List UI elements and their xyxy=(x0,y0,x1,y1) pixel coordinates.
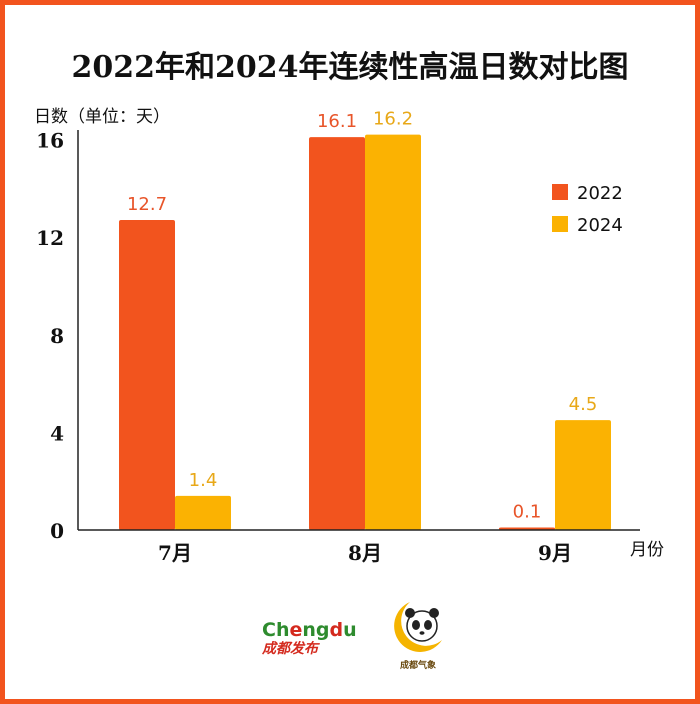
data-label-2024-1: 16.2 xyxy=(373,109,413,130)
chengdu-qixiang-text: 成都气象 xyxy=(399,661,436,671)
x-tick-label: 7月 xyxy=(158,541,192,565)
data-label-2022-2: 0.1 xyxy=(513,502,542,523)
bar-chart: 日数（单位：天） 月份 0 4 8 12 16 12.7 1.4 16.1 16.2 0.1 4.… xyxy=(34,107,664,565)
x-tick-label: 9月 xyxy=(538,541,572,565)
data-label-2022-1: 16.1 xyxy=(317,111,357,132)
y-tick-label: 4 xyxy=(50,421,64,445)
bar-2024-0 xyxy=(175,495,231,530)
y-tick-label: 16 xyxy=(36,129,64,153)
bar-2022-1 xyxy=(309,137,365,531)
chengdu-fabu-logo: Chengdu 成都发布 xyxy=(262,619,357,657)
legend-label-2024: 2024 xyxy=(577,215,623,236)
x-tick-label: 8月 xyxy=(348,541,382,565)
bar-2024-1 xyxy=(365,134,421,530)
panda-moon-icon xyxy=(394,602,442,652)
data-label-2024-2: 4.5 xyxy=(569,394,598,415)
bar-2022-0 xyxy=(119,220,175,531)
y-tick-label: 12 xyxy=(36,226,64,250)
chengdu-fabu-text: 成都发布 xyxy=(262,641,318,657)
x-axis-label: 月份 xyxy=(630,540,664,560)
legend-label-2022: 2022 xyxy=(577,183,623,204)
y-tick-label: 8 xyxy=(50,324,64,348)
legend-swatch-2022 xyxy=(552,184,568,200)
bar-2024-2 xyxy=(555,420,611,530)
data-label-2024-0: 1.4 xyxy=(189,470,218,491)
data-label-2022-0: 12.7 xyxy=(127,194,167,215)
y-axis-label: 日数（单位：天） xyxy=(34,107,170,127)
y-tick-label: 0 xyxy=(50,519,64,543)
chart-title: 2022年和2024年连续性高温日数对比图 xyxy=(71,50,629,85)
chengdu-qixiang-logo: 成都气象 xyxy=(388,596,448,671)
footer-logos: Chengdu 成都发布 成都气象 xyxy=(0,590,700,700)
legend-swatch-2024 xyxy=(552,216,568,232)
